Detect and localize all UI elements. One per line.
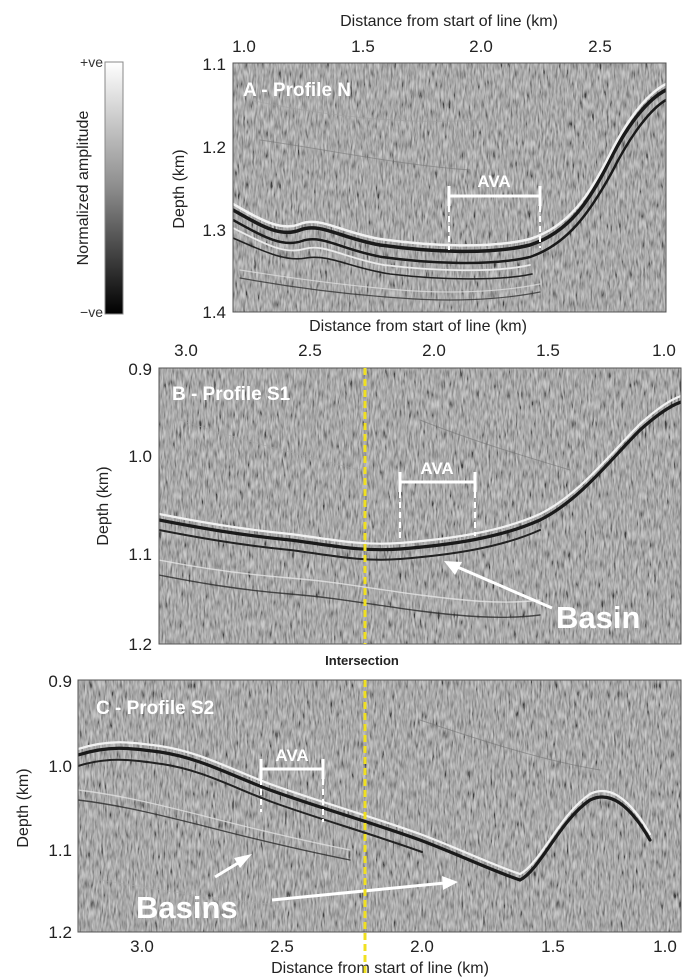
panel-a-y-tick: 1.4: [202, 303, 226, 322]
panel-c-ava-bracket: [259, 759, 325, 779]
panel-b-x-tick: 3.0: [174, 341, 198, 360]
panel-c-y-tick: 1.2: [48, 923, 72, 942]
panel-a-label: A - Profile N: [243, 80, 351, 101]
panel-a-x-tick: 1.5: [351, 37, 375, 56]
panel-b-y-tick: 1.1: [128, 545, 152, 564]
panel-b-x-tick: 2.5: [298, 341, 322, 360]
panel-b-basin-arrow: [444, 561, 553, 610]
panel-c-y-axis-title: Depth (km): [15, 768, 32, 847]
panel-b-ava-bracket: [398, 472, 477, 492]
panel-c-x-tick: 2.0: [410, 937, 434, 956]
panel-a-y-axis-title: Depth (km): [171, 149, 188, 228]
panel-b-y-tick: 1.2: [128, 635, 152, 654]
panel-b-x-axis-title: Distance from start of line (km): [309, 318, 527, 335]
panel-c-y-tick: 1.0: [48, 757, 72, 776]
panel-b-basin-label: Basin: [556, 600, 640, 635]
colorbar-bottom-label: −ve: [80, 304, 103, 320]
panel-b-seismic-image: [159, 368, 681, 644]
panel-a: Distance from start of line (km) 1.0 1.5…: [171, 13, 667, 322]
panel-b-x-tick: 2.0: [422, 341, 446, 360]
panel-c-basins-label: Basins: [136, 890, 238, 925]
panel-c: Depth (km) 0.9 1.0 1.1 1.2: [15, 672, 682, 977]
panel-a-y-tick: 1.3: [202, 221, 226, 240]
panel-c-x-tick: 1.0: [653, 937, 677, 956]
panel-a-y-tick: 1.1: [202, 55, 226, 74]
panel-c-x-tick: 1.5: [541, 937, 565, 956]
panel-b-ava-label: AVA: [420, 459, 453, 478]
panel-a-y-tick: 1.2: [202, 138, 226, 157]
panel-b-frame: [158, 367, 682, 645]
intersection-marker: Intersection: [325, 368, 399, 975]
colorbar-gradient: [104, 61, 124, 315]
panel-c-x-tick: 2.5: [270, 937, 294, 956]
panel-a-seismic-image: [233, 63, 666, 312]
panel-a-x-tick: 2.5: [588, 37, 612, 56]
panel-a-ava-guides: [448, 206, 541, 250]
panel-c-ava-guides: [260, 779, 324, 822]
intersection-label: Intersection: [325, 653, 399, 668]
panel-c-y-tick: 0.9: [48, 672, 72, 691]
panel-c-frame: [77, 679, 682, 933]
panel-c-seismic-image: [78, 680, 681, 932]
panel-b-label: B - Profile S1: [172, 384, 291, 405]
panel-a-x-axis-title: Distance from start of line (km): [340, 13, 558, 30]
panel-b: Distance from start of line (km) 3.0 2.5…: [95, 318, 682, 654]
colorbar-top-label: +ve: [80, 54, 103, 70]
panel-a-frame: [232, 62, 667, 313]
panel-b-y-axis-title: Depth (km): [95, 466, 112, 545]
panel-b-x-tick: 1.0: [652, 341, 676, 360]
panel-c-y-tick: 1.1: [48, 841, 72, 860]
colorbar-title: Normalized amplitude: [75, 111, 92, 266]
panel-b-y-tick: 1.0: [128, 447, 152, 466]
panel-a-x-tick: 1.0: [232, 37, 256, 56]
panel-b-x-tick: 1.5: [536, 341, 560, 360]
panel-c-basins-arrows: [214, 854, 458, 902]
panel-c-x-axis-title: Distance from start of line (km): [271, 960, 489, 977]
panel-a-ava-bracket: [447, 186, 542, 206]
colorbar: +ve −ve Normalized amplitude: [75, 54, 124, 320]
panel-a-x-tick: 2.0: [469, 37, 493, 56]
panel-c-label: C - Profile S2: [96, 698, 214, 719]
panel-a-ava-label: AVA: [477, 172, 510, 191]
panel-c-x-tick: 3.0: [130, 937, 154, 956]
panel-b-ava-guides: [399, 492, 476, 540]
panel-c-ava-label: AVA: [275, 746, 308, 765]
panel-b-y-tick: 0.9: [128, 360, 152, 379]
